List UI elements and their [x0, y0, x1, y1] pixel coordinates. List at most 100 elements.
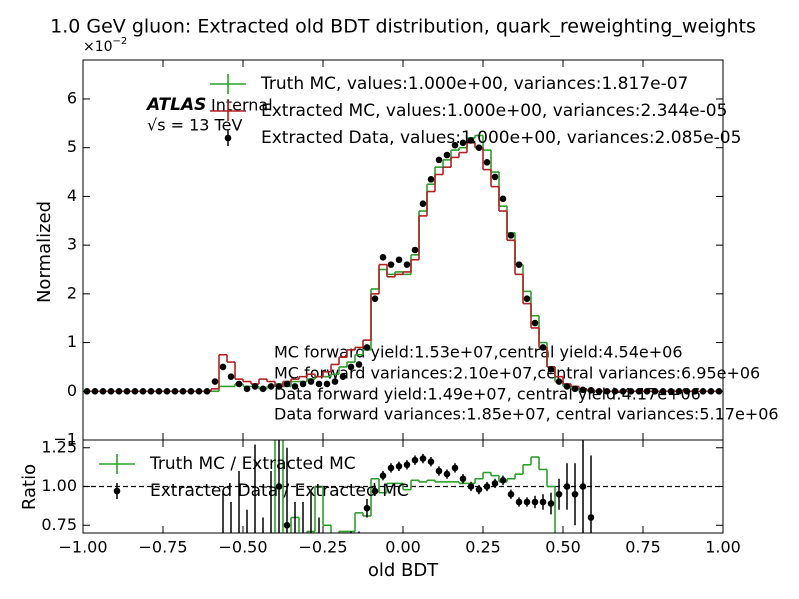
- data-point: [363, 504, 371, 512]
- data-point: [155, 387, 163, 395]
- data-point: [99, 387, 107, 395]
- data-point: [275, 383, 283, 390]
- legend-swatch: [224, 134, 232, 142]
- data-point: [235, 380, 243, 388]
- data-point: [395, 256, 403, 264]
- data-point: [443, 470, 451, 478]
- x-tick-label: 0.25: [465, 538, 501, 557]
- data-point: [483, 159, 491, 166]
- y-tick-label: 4: [67, 186, 77, 205]
- data-point: [283, 380, 291, 388]
- data-point: [459, 475, 467, 483]
- data-point: [219, 363, 227, 371]
- y-tick-label: 6: [67, 88, 77, 107]
- data-point: [491, 480, 499, 487]
- data-point: [667, 387, 675, 395]
- data-point: [435, 156, 443, 164]
- data-point: [187, 387, 195, 395]
- legend-label: Extracted Data / Extracted MC: [150, 481, 409, 501]
- data-point: [323, 380, 331, 388]
- data-point: [507, 232, 515, 239]
- data-point: [131, 387, 139, 395]
- data-point: [475, 144, 483, 151]
- x-tick-label: 0.75: [625, 538, 661, 557]
- legend-label: Extracted MC, values:1.000e+00, variance…: [261, 101, 727, 121]
- x-tick-label: 0.50: [545, 538, 581, 557]
- data-point: [611, 387, 619, 395]
- data-point: [275, 483, 283, 490]
- data-point: [435, 467, 443, 475]
- data-point: [387, 261, 395, 268]
- data-point: [283, 521, 291, 529]
- data-point: [355, 361, 363, 368]
- data-point: [387, 464, 395, 472]
- data-point: [363, 344, 371, 351]
- data-point: [379, 472, 387, 479]
- data-point: [659, 387, 667, 395]
- data-point: [563, 383, 571, 390]
- x-axis-label: old BDT: [368, 560, 439, 581]
- data-point: [123, 387, 131, 395]
- legend-swatch: [113, 487, 121, 495]
- data-point: [203, 387, 211, 395]
- data-point: [707, 387, 715, 395]
- data-point: [339, 373, 347, 380]
- legend-label: Truth MC / Extracted MC: [149, 454, 356, 474]
- data-point: [491, 173, 499, 181]
- y-tick-label: 2: [67, 283, 77, 302]
- data-point: [579, 386, 587, 394]
- data-point: [195, 387, 203, 395]
- data-point: [555, 490, 563, 498]
- data-point: [115, 387, 123, 395]
- data-point: [371, 487, 379, 495]
- data-point: [691, 387, 699, 395]
- data-point: [451, 464, 459, 472]
- x-tick-label: −1.00: [58, 538, 107, 557]
- experiment-label: ATLAS: [145, 95, 206, 115]
- data-point: [651, 387, 659, 395]
- data-point: [347, 363, 355, 371]
- data-point: [483, 483, 491, 490]
- y-tick-label: 1.00: [41, 476, 77, 495]
- data-point: [147, 387, 155, 395]
- data-point: [427, 176, 435, 183]
- x-tick-label: −0.75: [138, 538, 187, 557]
- data-point: [395, 463, 403, 470]
- data-point: [403, 261, 411, 268]
- annotation: Data forward yield:1.49e+07, central yie…: [274, 385, 701, 404]
- energy-label: √s = 13 TeV: [147, 116, 242, 135]
- data-point: [587, 387, 595, 394]
- data-point: [91, 387, 99, 395]
- data-point: [627, 387, 635, 395]
- data-point: [267, 383, 275, 390]
- data-point: [587, 514, 595, 521]
- chart-title: 1.0 GeV gluon: Extracted old BDT distrib…: [50, 16, 756, 38]
- data-point: [603, 387, 611, 395]
- data-point: [443, 151, 451, 159]
- data-point: [451, 141, 459, 149]
- data-point: [291, 383, 299, 390]
- y-tick-label: 0: [67, 381, 77, 400]
- data-point: [371, 295, 379, 303]
- data-point: [403, 461, 411, 469]
- y-tick-label: −1: [53, 430, 77, 449]
- data-point: [475, 486, 483, 493]
- data-point: [427, 458, 435, 466]
- data-point: [531, 498, 539, 506]
- data-point: [411, 456, 419, 464]
- status-label: Internal: [211, 96, 273, 115]
- data-point: [683, 387, 691, 395]
- data-point: [563, 483, 571, 490]
- data-point: [459, 139, 467, 147]
- x-tick-label: 0.00: [385, 538, 421, 557]
- y-offset-label: ×10−2: [83, 36, 127, 55]
- y-axis-label: Normalized: [34, 201, 55, 303]
- annotation: MC forward variances:2.10e+07,central va…: [274, 364, 760, 383]
- data-point: [467, 483, 475, 490]
- data-point: [171, 387, 179, 395]
- data-point: [307, 378, 315, 385]
- y-axis-label: Ratio: [19, 464, 40, 510]
- plot-area: [83, 134, 723, 395]
